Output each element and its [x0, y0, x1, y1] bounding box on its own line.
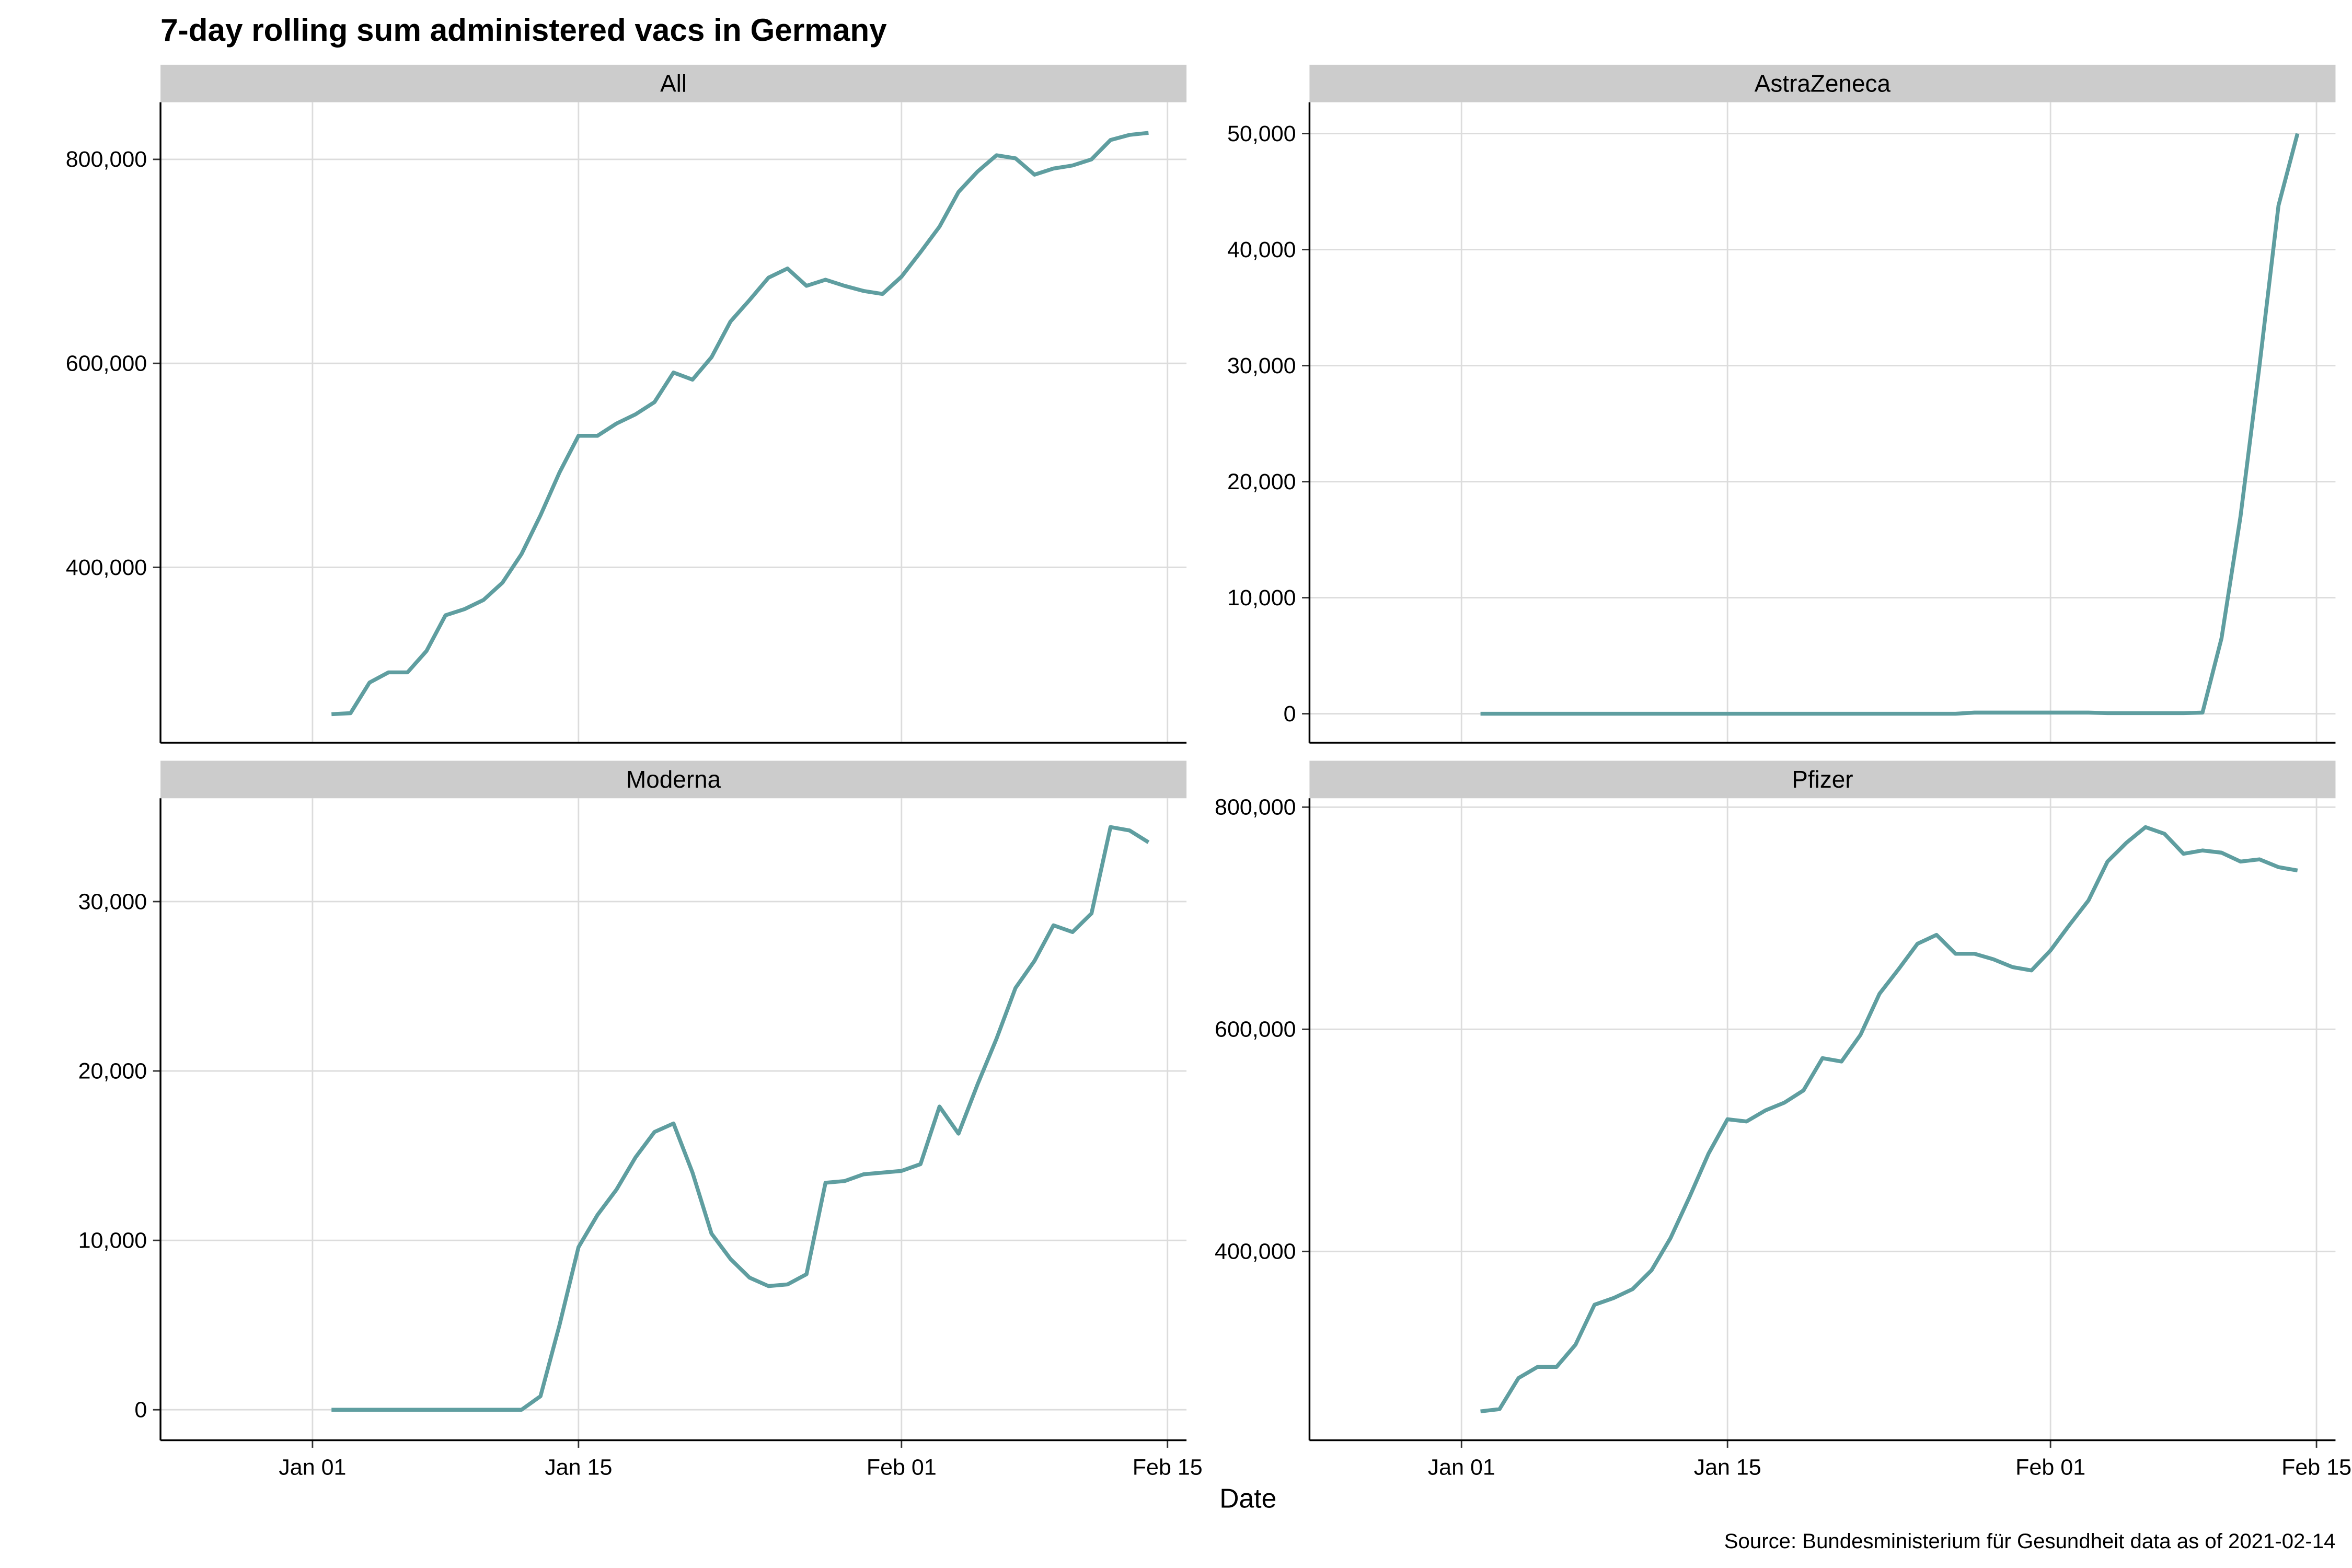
x-tick-label: Feb 15 — [1133, 1455, 1203, 1480]
y-tick-label: 50,000 — [1227, 121, 1296, 146]
facet-label: Moderna — [626, 766, 721, 793]
facet-label: Pfizer — [1792, 766, 1853, 793]
y-tick-label: 10,000 — [1227, 585, 1296, 610]
y-tick-label: 0 — [1284, 701, 1296, 727]
y-tick-label: 400,000 — [66, 555, 147, 580]
caption: Source: Bundesministerium für Gesundheit… — [1724, 1529, 2336, 1553]
y-tick-label: 30,000 — [78, 889, 147, 914]
facet-strip — [160, 64, 1187, 102]
facet-label: All — [660, 70, 687, 97]
x-tick-label: Feb 15 — [2281, 1455, 2351, 1480]
data-line — [1480, 825, 2298, 1414]
x-tick-label: Jan 01 — [1428, 1455, 1495, 1480]
data-line — [1480, 133, 2300, 716]
y-tick-label: 800,000 — [1215, 795, 1296, 820]
facet-strip — [1309, 760, 2336, 799]
x-tick-label: Jan 01 — [279, 1455, 346, 1480]
chart-title: 7-day rolling sum administered vacs in G… — [160, 12, 887, 48]
data-line — [331, 825, 1150, 1412]
y-tick-label: 600,000 — [1215, 1017, 1296, 1042]
x-tick-label: Feb 01 — [867, 1455, 937, 1480]
y-tick-label: 600,000 — [66, 351, 147, 376]
y-tick-label: 40,000 — [1227, 237, 1296, 262]
x-axis-label: Date — [1219, 1483, 1276, 1514]
data-line — [331, 131, 1149, 717]
facet-label: AstraZeneca — [1755, 70, 1891, 97]
y-tick-label: 20,000 — [1227, 469, 1296, 494]
y-tick-label: 400,000 — [1215, 1239, 1296, 1264]
x-tick-label: Feb 01 — [2015, 1455, 2085, 1480]
y-tick-label: 30,000 — [1227, 353, 1296, 378]
x-tick-label: Jan 15 — [1694, 1455, 1761, 1480]
y-tick-label: 20,000 — [78, 1058, 147, 1083]
y-tick-label: 800,000 — [66, 147, 147, 172]
facet-strip — [1309, 64, 2336, 102]
y-tick-label: 10,000 — [78, 1228, 147, 1253]
x-tick-label: Jan 15 — [545, 1455, 612, 1480]
y-tick-label: 0 — [134, 1398, 147, 1423]
facet-strip — [160, 760, 1187, 799]
